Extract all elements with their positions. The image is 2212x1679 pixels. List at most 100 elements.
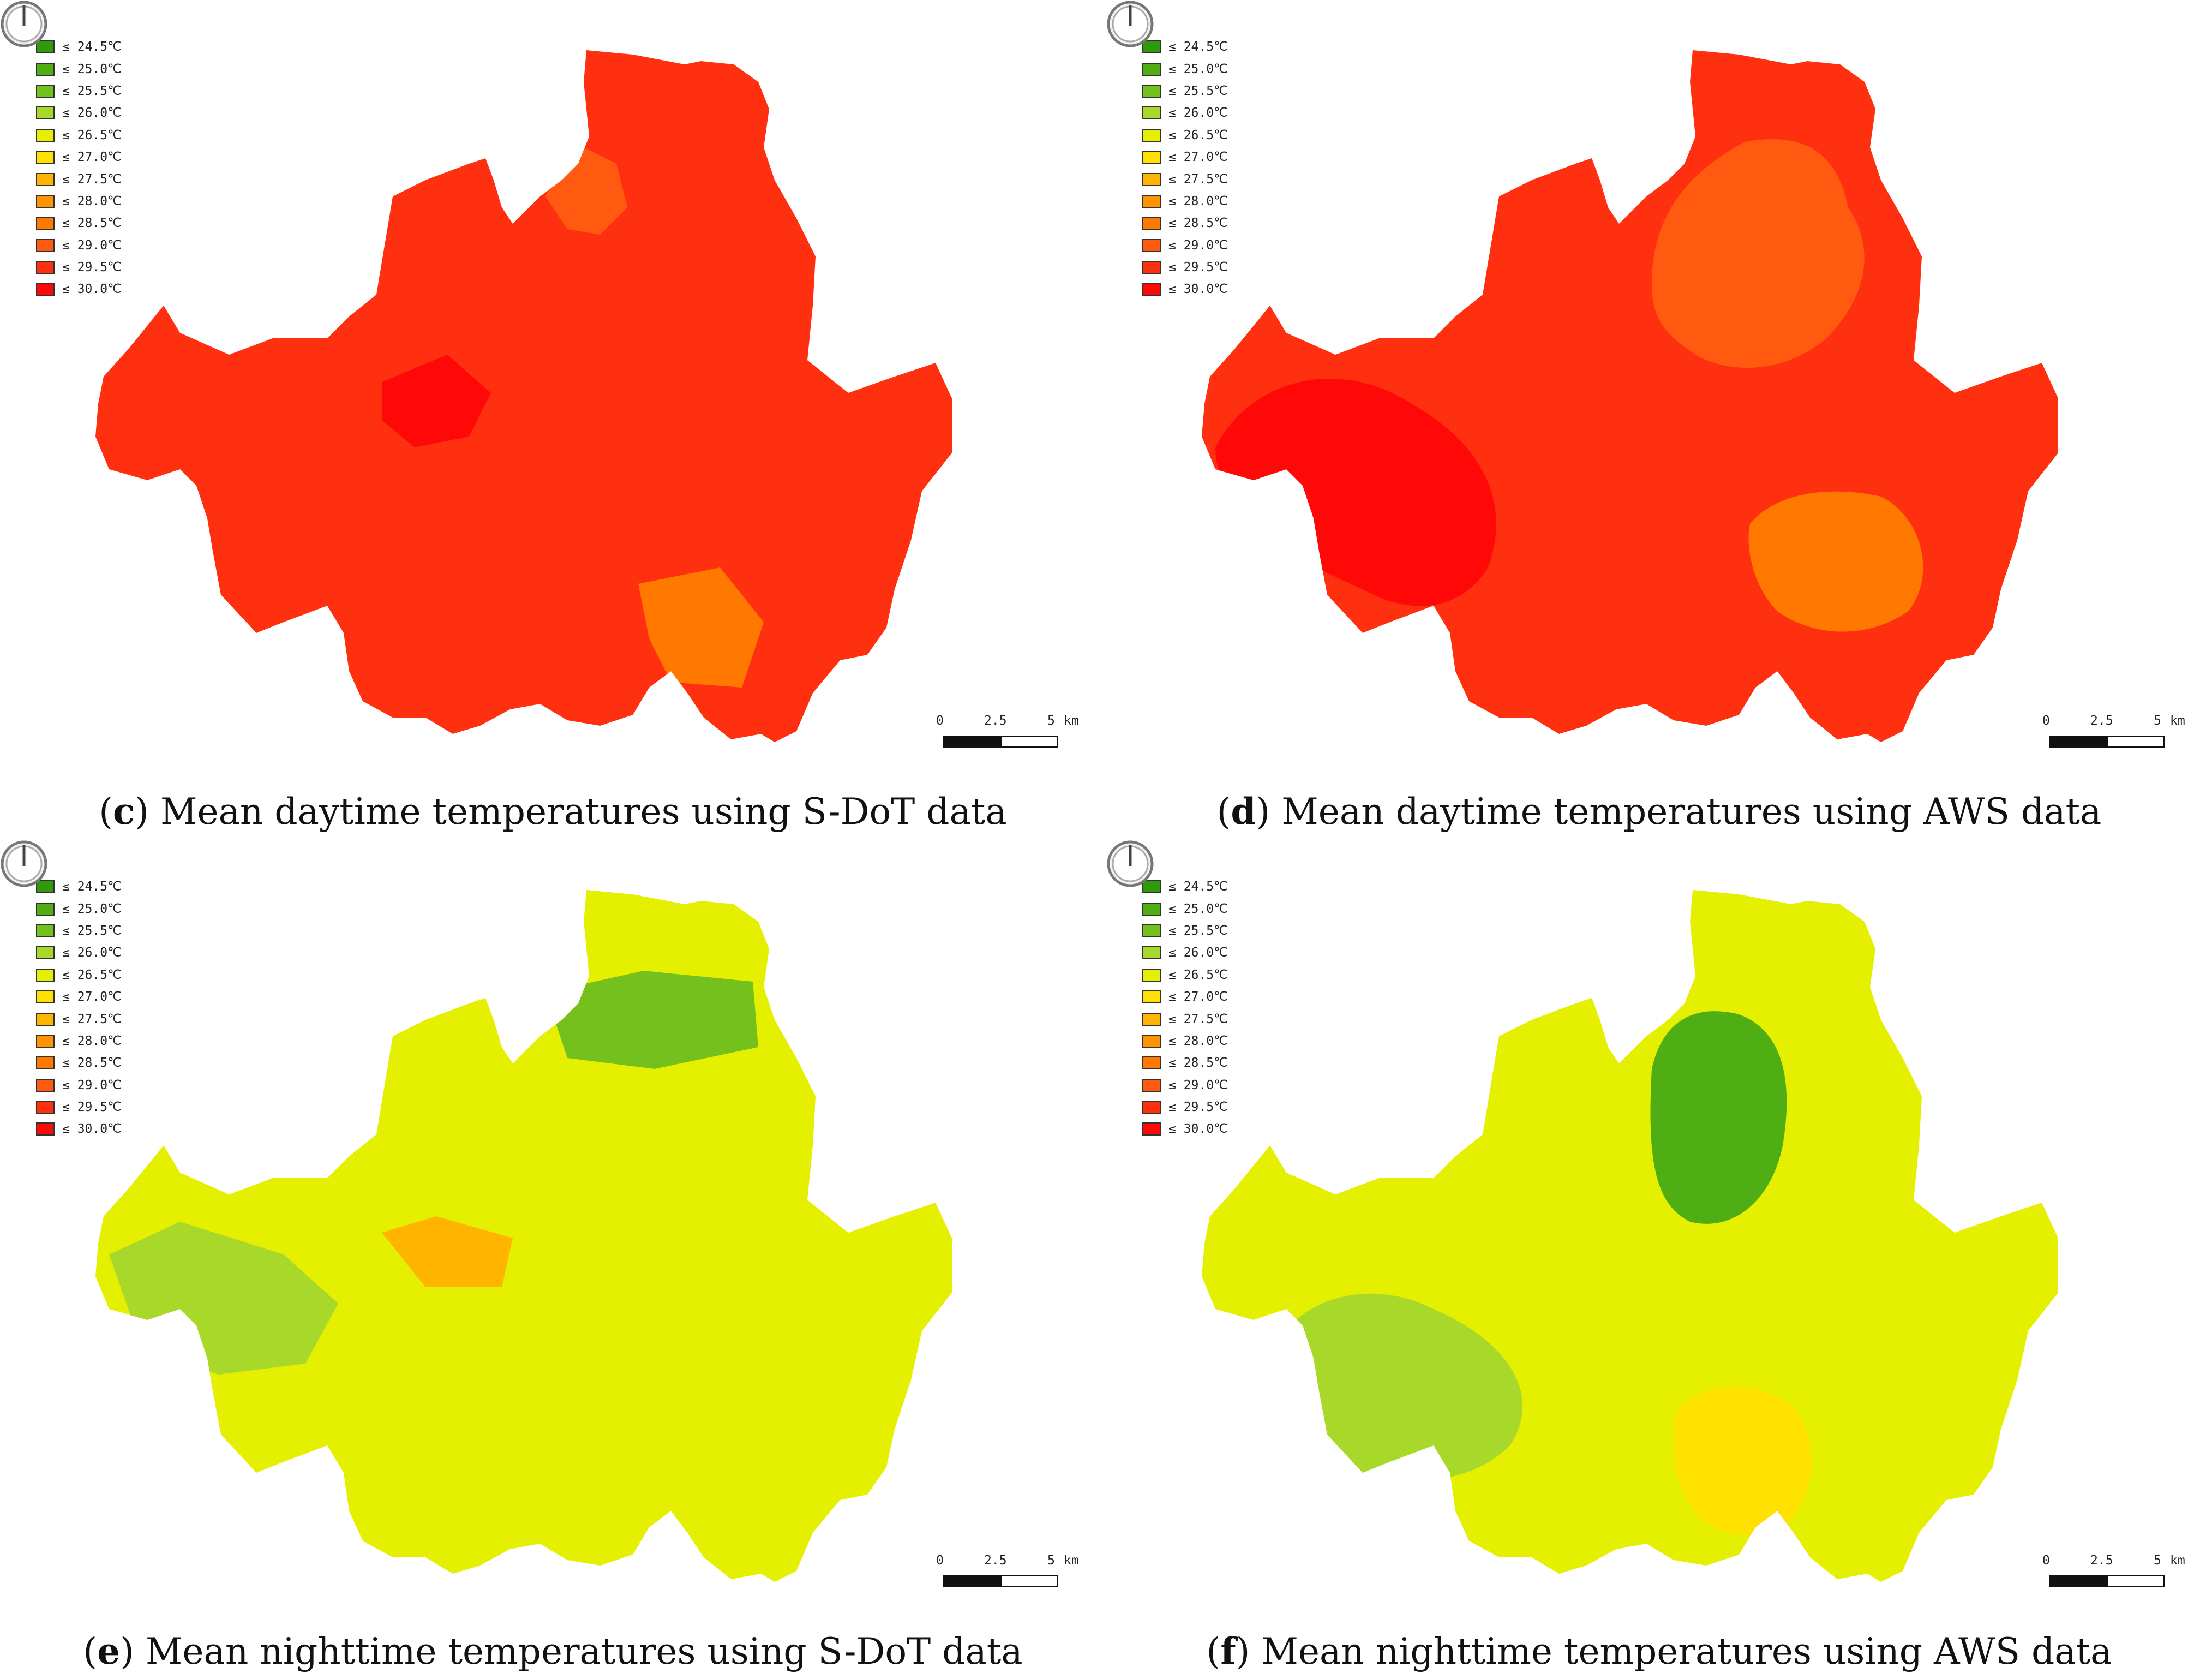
legend-label: ≤ 30.0℃ [62, 1122, 122, 1137]
legend-swatch [36, 106, 55, 120]
temperature-map [95, 50, 952, 742]
legend-swatch [36, 62, 55, 76]
scale-bar-segment [2107, 1575, 2165, 1587]
scale-bar: 0 2.5 5 km [2042, 1553, 2185, 1597]
map-panel-d: ≤ 24.5℃ ≤ 25.0℃ ≤ 25.5℃ ≤ 26.0℃ ≤ 26.5℃ ≤ 27.… [1106, 0, 2212, 839]
legend-label: ≤ 29.5℃ [1168, 260, 1228, 275]
legend-item: ≤ 26.0℃ [36, 942, 122, 964]
legend-item: ≤ 25.5℃ [1142, 920, 1228, 942]
legend-label: ≤ 29.5℃ [1168, 1100, 1228, 1115]
panel-caption: (d) Mean daytime temperatures using AWS … [1216, 790, 2102, 833]
legend-swatch [1142, 1034, 1161, 1048]
temperature-zone [638, 567, 764, 688]
scale-unit-label: km [2170, 1553, 2185, 1568]
legend-item: ≤ 25.5℃ [36, 80, 122, 102]
legend-swatch [1142, 968, 1161, 982]
panel-letter: f [1220, 1630, 1236, 1672]
temperature-zone [1748, 491, 1923, 632]
legend-swatch [1142, 924, 1161, 937]
legend-label: ≤ 26.0℃ [1168, 106, 1228, 121]
scale-bar-segment [2049, 1575, 2108, 1587]
legend-swatch [1142, 40, 1161, 54]
legend-item: ≤ 27.5℃ [1142, 168, 1228, 190]
panel-letter: d [1231, 790, 1256, 833]
legend-item: ≤ 28.5℃ [1142, 1052, 1228, 1074]
legend-swatch [36, 990, 55, 1004]
legend-label: ≤ 30.0℃ [1168, 1122, 1228, 1137]
scale-tick-label: 0 [936, 714, 944, 728]
legend-label: ≤ 25.0℃ [1168, 901, 1228, 916]
legend-swatch [36, 151, 55, 164]
legend-item: ≤ 26.0℃ [1142, 942, 1228, 964]
map-panel-c: ≤ 24.5℃ ≤ 25.0℃ ≤ 25.5℃ ≤ 26.0℃ ≤ 26.5℃ ≤ 27.… [0, 0, 1106, 839]
legend-swatch [36, 1101, 55, 1114]
map-region-base [95, 890, 952, 1582]
map-panel-f: ≤ 24.5℃ ≤ 25.0℃ ≤ 25.5℃ ≤ 26.0℃ ≤ 26.5℃ ≤ 27.… [1106, 840, 2212, 1679]
legend-label: ≤ 25.5℃ [62, 923, 122, 938]
legend-item: ≤ 30.0℃ [36, 278, 122, 300]
legend-swatch [36, 880, 55, 894]
legend-label: ≤ 29.5℃ [62, 260, 122, 275]
legend-label: ≤ 28.5℃ [62, 1056, 122, 1071]
scale-tick-label: 5 [2154, 714, 2161, 728]
legend-label: ≤ 28.5℃ [1168, 216, 1228, 231]
scale-tick-label: 0 [2042, 714, 2050, 728]
temperature-zone [382, 1216, 513, 1287]
temperature-zone [1650, 1011, 1787, 1224]
panel-caption: (e) Mean nighttime temperatures using S-… [83, 1630, 1023, 1672]
legend-item: ≤ 29.5℃ [1142, 256, 1228, 278]
temperature-map [1202, 50, 2058, 742]
legend-item: ≤ 30.0℃ [1142, 278, 1228, 300]
legend: ≤ 24.5℃ ≤ 25.0℃ ≤ 25.5℃ ≤ 26.0℃ ≤ 26.5℃ ≤ 27.… [1142, 876, 1228, 1140]
legend-item: ≤ 25.0℃ [36, 58, 122, 80]
north-arrow-icon [1107, 840, 1154, 887]
panel-caption-text: Mean daytime temperatures using AWS data [1270, 791, 2102, 833]
legend-item: ≤ 28.0℃ [36, 190, 122, 212]
legend-label: ≤ 30.0℃ [62, 282, 122, 297]
legend-label: ≤ 28.5℃ [62, 216, 122, 231]
scale-bar-segment [943, 1575, 1002, 1587]
legend-item: ≤ 29.5℃ [1142, 1096, 1228, 1118]
panel-caption-text: Mean daytime temperatures using S-DoT da… [148, 791, 1007, 833]
legend-swatch [1142, 194, 1161, 208]
temperature-zone [1673, 1387, 1812, 1535]
legend-label: ≤ 28.0℃ [1168, 1033, 1228, 1048]
legend-swatch [36, 217, 55, 230]
legend-item: ≤ 25.0℃ [36, 898, 122, 919]
legend-swatch [1142, 283, 1161, 296]
legend-label: ≤ 24.5℃ [62, 40, 122, 55]
legend-label: ≤ 30.0℃ [1168, 282, 1228, 297]
temperature-map [1202, 890, 2058, 1582]
map-panel-e: ≤ 24.5℃ ≤ 25.0℃ ≤ 25.5℃ ≤ 26.0℃ ≤ 26.5℃ ≤ 27.… [0, 840, 1106, 1679]
legend-label: ≤ 27.0℃ [62, 990, 122, 1005]
legend-label: ≤ 29.5℃ [62, 1100, 122, 1115]
legend-label: ≤ 25.0℃ [62, 62, 122, 76]
legend-swatch [36, 238, 55, 252]
legend-swatch [36, 1078, 55, 1092]
legend-label: ≤ 26.5℃ [1168, 967, 1228, 982]
legend-label: ≤ 24.5℃ [1168, 40, 1228, 55]
legend-swatch [1142, 1056, 1161, 1070]
legend-label: ≤ 25.0℃ [1168, 62, 1228, 76]
legend-swatch [36, 283, 55, 296]
legend-swatch [1142, 106, 1161, 120]
legend-item: ≤ 24.5℃ [1142, 36, 1228, 58]
panel-letter: e [97, 1630, 121, 1672]
north-arrow-icon [1, 840, 47, 887]
legend-label: ≤ 28.0℃ [62, 1033, 122, 1048]
legend-swatch [1142, 128, 1161, 142]
legend-swatch [1142, 151, 1161, 164]
legend-item: ≤ 28.5℃ [36, 1052, 122, 1074]
legend-item: ≤ 28.5℃ [1142, 212, 1228, 234]
legend-item: ≤ 30.0℃ [36, 1118, 122, 1140]
legend-swatch [36, 172, 55, 186]
legend-swatch [1142, 1122, 1161, 1136]
legend-item: ≤ 24.5℃ [1142, 876, 1228, 898]
legend-label: ≤ 26.5℃ [62, 128, 122, 142]
legend-label: ≤ 26.0℃ [62, 106, 122, 121]
scale-bar-segment [943, 736, 1002, 748]
legend-item: ≤ 29.0℃ [36, 1074, 122, 1096]
scale-tick-label: 2.5 [984, 714, 1007, 728]
legend-item: ≤ 26.5℃ [36, 964, 122, 986]
legend-swatch [36, 84, 55, 98]
